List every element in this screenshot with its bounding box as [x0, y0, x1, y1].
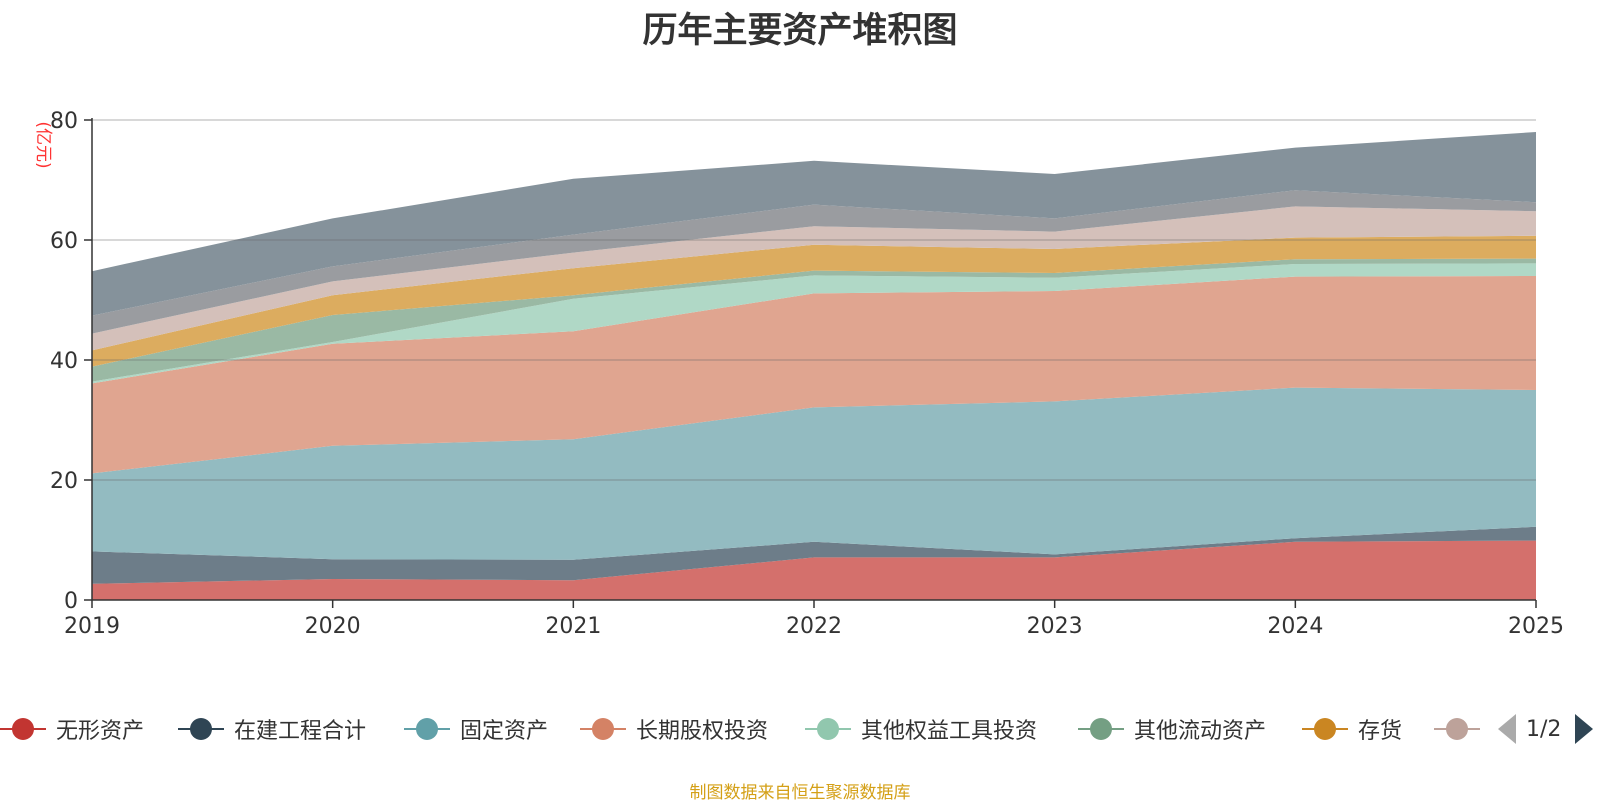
x-tick-label: 2025: [1508, 614, 1564, 639]
legend-label: 固定资产: [460, 719, 549, 744]
x-tick-label: 2020: [305, 614, 361, 639]
y-tick-label: 60: [50, 229, 78, 254]
x-tick-label: 2019: [64, 614, 120, 639]
legend-item-3[interactable]: 固定资产: [404, 712, 548, 746]
chart-plot: 0 20 40 60 80 2019 2020 2021 2022 2023 2024 2025 (亿…: [33, 109, 1564, 639]
legend-item-4[interactable]: 长期股权投资: [580, 712, 768, 746]
y-tick-label: 40: [50, 349, 78, 374]
y-tick-label: 0: [64, 589, 78, 614]
area-series-3[interactable]: [92, 387, 1536, 560]
x-tick-label: 2022: [786, 614, 842, 639]
legend-pager: 1/2: [1498, 712, 1594, 746]
legend-label: 其他流动资产: [1134, 719, 1267, 744]
legend-next-page-icon[interactable]: [1575, 714, 1594, 744]
y-tick-label: 20: [50, 469, 78, 494]
area-series-4[interactable]: [92, 276, 1536, 474]
legend: 无形资产 在建工程合计 固定资产 长期股权投资 其他权益工具投资 其他流动资产 存货: [0, 712, 1600, 752]
legend-marker-icon: [1078, 712, 1124, 746]
legend-prev-page-icon[interactable]: [1498, 714, 1516, 744]
legend-marker-icon: [404, 712, 450, 746]
legend-label: 长期股权投资: [636, 719, 769, 744]
x-tick-label: 2023: [1027, 614, 1083, 639]
area-series-2[interactable]: [92, 526, 1536, 584]
x-tick-label: 2024: [1267, 614, 1323, 639]
legend-label: 存货: [1358, 719, 1403, 744]
legend-marker-icon: [1434, 712, 1480, 746]
legend-marker-icon: [580, 712, 626, 746]
legend-label: 无形资产: [56, 719, 145, 744]
legend-page-indicator: 1/2: [1526, 716, 1562, 742]
legend-marker-icon: [1302, 712, 1348, 746]
legend-label: 在建工程合计: [234, 719, 367, 744]
area-series-8[interactable]: [92, 206, 1536, 351]
area-series-7[interactable]: [92, 235, 1536, 367]
y-axis-unit-label: (亿元): [33, 121, 53, 168]
legend-item-7[interactable]: 存货: [1302, 712, 1402, 746]
area-series-10[interactable]: [92, 132, 1536, 316]
data-source-footer: 制图数据来自恒生聚源数据库: [689, 783, 911, 803]
legend-item-2[interactable]: 在建工程合计: [178, 712, 366, 746]
legend-marker-icon: [0, 712, 46, 746]
y-tick-label: 80: [50, 109, 78, 134]
chart-title: 历年主要资产堆积图: [642, 11, 958, 51]
area-series-5[interactable]: [92, 263, 1536, 384]
legend-item-6[interactable]: 其他流动资产: [1078, 712, 1266, 746]
x-tick-label: 2021: [545, 614, 601, 639]
legend-item-5[interactable]: 其他权益工具投资: [805, 712, 1037, 746]
legend-item-8[interactable]: [1434, 712, 1480, 746]
area-series-9[interactable]: [92, 190, 1536, 334]
legend-marker-icon: [178, 712, 224, 746]
area-series-6[interactable]: [92, 258, 1536, 382]
legend-marker-icon: [805, 712, 851, 746]
area-series-1[interactable]: [92, 540, 1536, 600]
legend-item-1[interactable]: 无形资产: [0, 712, 144, 746]
legend-label: 其他权益工具投资: [861, 719, 1038, 744]
